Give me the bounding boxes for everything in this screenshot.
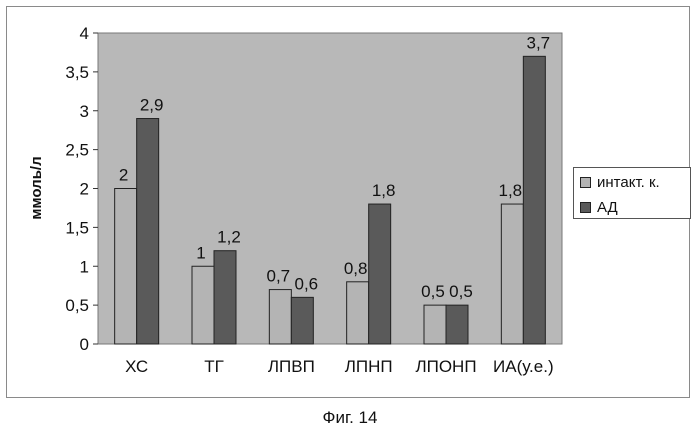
legend-label-ad: АД <box>597 198 618 216</box>
x-category-label: ТГ <box>204 357 224 376</box>
bar-ad <box>445 304 469 345</box>
x-category-label: ЛПВП <box>268 357 315 376</box>
data-label: 0,5 <box>421 282 445 301</box>
bar-intact <box>268 289 292 345</box>
chart-frame: 0 0,5 1 1,5 2 2,5 3 3,5 4 2 2,9 1 1,2 0,7 0,6 0,8 1,8 0,… <box>6 6 691 398</box>
y-tick-label: 4 <box>80 24 89 43</box>
bar-ad <box>290 296 314 345</box>
x-category-label: ЛПНП <box>345 357 393 376</box>
bar-ad <box>213 250 237 345</box>
x-category-label: ИА(у.е.) <box>493 357 554 376</box>
legend-item-ad: АД <box>580 196 690 218</box>
figure-caption: Фиг. 14 <box>322 408 378 427</box>
y-tick-label: 2,5 <box>65 141 89 160</box>
y-tick-label: 2 <box>80 180 89 199</box>
bar-ad <box>136 118 160 345</box>
bar-ad <box>368 203 392 345</box>
bar-intact <box>191 265 215 345</box>
data-labels: 2 2,9 1 1,2 0,7 0,6 0,8 1,8 0,5 0,5 1,8 3,7 <box>119 33 550 301</box>
data-label: 2 <box>119 166 128 185</box>
y-tick-label: 0 <box>80 335 89 354</box>
y-tick-label: 3,5 <box>65 63 89 82</box>
data-label: 0,6 <box>295 274 319 293</box>
legend: интакт. к. АД <box>573 167 691 219</box>
legend-item-intact: интакт. к. <box>580 171 690 193</box>
bar-intact <box>423 304 447 345</box>
data-label: 1,8 <box>372 181 396 200</box>
bar-intact <box>114 188 138 345</box>
bar-ad <box>522 55 546 345</box>
y-tick-label: 1,5 <box>65 218 89 237</box>
x-category-label: ХС <box>125 357 148 376</box>
x-axis-labels: ХС ТГ ЛПВП ЛПНП ЛПОНП ИА(у.е.) <box>125 357 553 376</box>
data-label: 1,2 <box>217 228 241 247</box>
data-label: 3,7 <box>527 33 551 52</box>
legend-swatch-intact <box>580 176 591 188</box>
legend-label-intact: интакт. к. <box>597 173 660 191</box>
plot-area <box>97 32 563 345</box>
bar-intact <box>346 281 370 345</box>
data-label: 0,8 <box>344 259 368 278</box>
y-axis-ticks: 0 0,5 1 1,5 2 2,5 3 3,5 4 <box>65 24 98 354</box>
bars <box>114 55 546 345</box>
y-tick-label: 3 <box>80 102 89 121</box>
bar-chart: 0 0,5 1 1,5 2 2,5 3 3,5 4 2 2,9 1 1,2 0,7 0,6 0,8 1,8 0,… <box>28 24 563 376</box>
y-tick-label: 0,5 <box>65 296 89 315</box>
y-axis-label: ммоль/л <box>28 156 45 219</box>
bar-intact <box>500 203 524 345</box>
y-tick-label: 1 <box>80 257 89 276</box>
data-label: 0,5 <box>449 282 473 301</box>
x-category-label: ЛПОНП <box>415 357 476 376</box>
data-label: 1,8 <box>499 181 523 200</box>
legend-swatch-ad <box>580 201 591 213</box>
data-label: 2,9 <box>140 96 164 115</box>
data-label: 1 <box>196 243 205 262</box>
data-label: 0,7 <box>267 267 291 286</box>
